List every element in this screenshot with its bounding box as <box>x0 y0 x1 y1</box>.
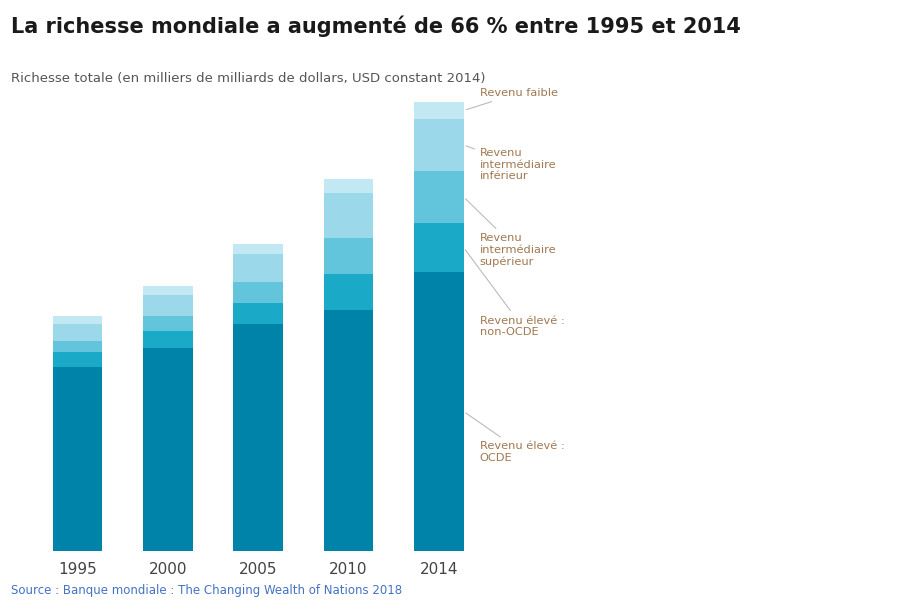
Bar <box>234 254 282 283</box>
Text: Revenu élevé :
OCDE: Revenu élevé : OCDE <box>466 413 565 463</box>
Bar <box>143 330 193 348</box>
Bar <box>414 272 463 551</box>
Bar <box>143 286 193 295</box>
Bar <box>53 341 102 353</box>
Text: Revenu faible: Revenu faible <box>466 88 557 110</box>
Bar <box>324 193 373 238</box>
Bar <box>324 238 373 274</box>
Bar <box>324 274 373 310</box>
Bar <box>234 324 282 551</box>
Bar <box>143 316 193 330</box>
Text: Source : Banque mondiale : The Changing Wealth of Nations 2018: Source : Banque mondiale : The Changing … <box>11 584 402 597</box>
Text: Revenu élevé :
non-OCDE: Revenu élevé : non-OCDE <box>465 250 565 337</box>
Bar <box>414 223 463 272</box>
Bar <box>324 179 373 193</box>
Bar <box>53 324 102 341</box>
Bar <box>143 348 193 551</box>
Bar <box>53 353 102 367</box>
Bar <box>234 244 282 254</box>
Bar <box>53 367 102 551</box>
Bar <box>234 304 282 324</box>
Bar <box>53 316 102 324</box>
Text: La richesse mondiale a augmenté de 66 % entre 1995 et 2014: La richesse mondiale a augmenté de 66 % … <box>11 15 741 37</box>
Bar <box>414 119 463 171</box>
Text: Revenu
intermédiaire
supérieur: Revenu intermédiaire supérieur <box>465 199 557 267</box>
Text: Richesse totale (en milliers de milliards de dollars, USD constant 2014): Richesse totale (en milliers de milliard… <box>11 72 485 85</box>
Bar <box>324 310 373 551</box>
Bar <box>234 283 282 304</box>
Bar <box>414 102 463 119</box>
Bar <box>414 171 463 223</box>
Text: Revenu
intermédiaire
inférieur: Revenu intermédiaire inférieur <box>466 146 557 181</box>
Bar <box>143 295 193 316</box>
